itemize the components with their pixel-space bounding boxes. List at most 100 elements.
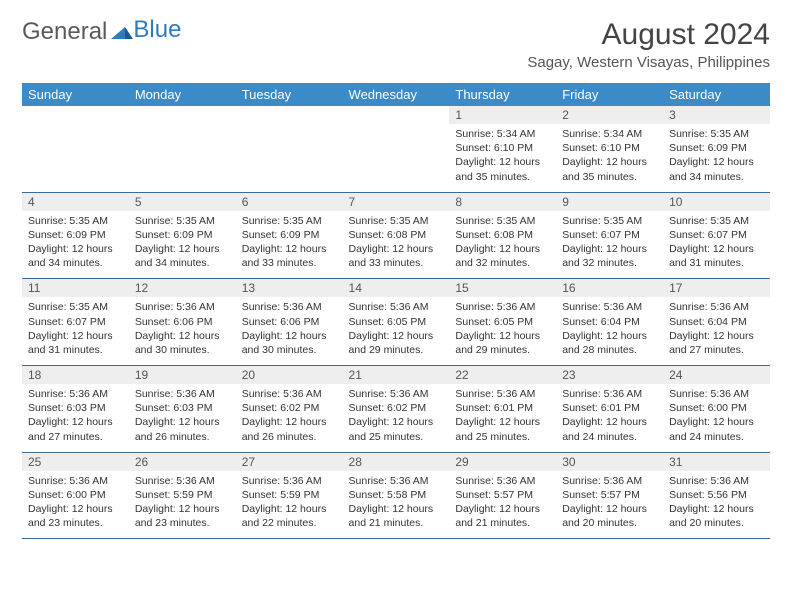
calendar-day-cell: 2Sunrise: 5:34 AMSunset: 6:10 PMDaylight… — [556, 106, 663, 192]
day-body: Sunrise: 5:36 AMSunset: 5:57 PMDaylight:… — [449, 471, 556, 539]
day-header: Monday — [129, 83, 236, 106]
day-number: 3 — [663, 106, 770, 124]
calendar-day-cell: 12Sunrise: 5:36 AMSunset: 6:06 PMDayligh… — [129, 279, 236, 366]
calendar-day-cell: 1Sunrise: 5:34 AMSunset: 6:10 PMDaylight… — [449, 106, 556, 192]
logo-text-1: General — [22, 18, 107, 46]
day-body: Sunrise: 5:35 AMSunset: 6:07 PMDaylight:… — [556, 211, 663, 279]
day-number: 13 — [236, 279, 343, 297]
day-body: Sunrise: 5:36 AMSunset: 6:01 PMDaylight:… — [449, 384, 556, 452]
day-body: Sunrise: 5:36 AMSunset: 6:03 PMDaylight:… — [129, 384, 236, 452]
calendar-day-cell: 18Sunrise: 5:36 AMSunset: 6:03 PMDayligh… — [22, 366, 129, 453]
calendar-day-cell: 16Sunrise: 5:36 AMSunset: 6:04 PMDayligh… — [556, 279, 663, 366]
calendar-day-cell: 26Sunrise: 5:36 AMSunset: 5:59 PMDayligh… — [129, 452, 236, 539]
day-number: 29 — [449, 453, 556, 471]
day-body: Sunrise: 5:36 AMSunset: 6:00 PMDaylight:… — [22, 471, 129, 539]
day-number: 2 — [556, 106, 663, 124]
day-number: 14 — [343, 279, 450, 297]
calendar-day-cell: 23Sunrise: 5:36 AMSunset: 6:01 PMDayligh… — [556, 366, 663, 453]
day-header: Wednesday — [343, 83, 450, 106]
calendar-week-row: ........1Sunrise: 5:34 AMSunset: 6:10 PM… — [22, 106, 770, 192]
calendar-day-cell: 20Sunrise: 5:36 AMSunset: 6:02 PMDayligh… — [236, 366, 343, 453]
day-number: 7 — [343, 193, 450, 211]
day-number: 15 — [449, 279, 556, 297]
calendar-day-cell: 9Sunrise: 5:35 AMSunset: 6:07 PMDaylight… — [556, 192, 663, 279]
calendar-day-cell: 8Sunrise: 5:35 AMSunset: 6:08 PMDaylight… — [449, 192, 556, 279]
header: General Blue August 2024 Sagay, Western … — [22, 18, 770, 71]
logo-text-2: Blue — [133, 16, 181, 44]
day-number: 9 — [556, 193, 663, 211]
day-body: Sunrise: 5:36 AMSunset: 6:02 PMDaylight:… — [236, 384, 343, 452]
calendar-day-cell: 21Sunrise: 5:36 AMSunset: 6:02 PMDayligh… — [343, 366, 450, 453]
calendar-day-cell: 13Sunrise: 5:36 AMSunset: 6:06 PMDayligh… — [236, 279, 343, 366]
day-number: 6 — [236, 193, 343, 211]
day-body: Sunrise: 5:34 AMSunset: 6:10 PMDaylight:… — [449, 124, 556, 192]
calendar-day-cell: 15Sunrise: 5:36 AMSunset: 6:05 PMDayligh… — [449, 279, 556, 366]
day-number: 28 — [343, 453, 450, 471]
day-number: 27 — [236, 453, 343, 471]
day-number: 24 — [663, 366, 770, 384]
day-body: Sunrise: 5:35 AMSunset: 6:09 PMDaylight:… — [129, 211, 236, 279]
day-number: 22 — [449, 366, 556, 384]
logo-mark-icon — [111, 18, 133, 46]
calendar-day-cell: 5Sunrise: 5:35 AMSunset: 6:09 PMDaylight… — [129, 192, 236, 279]
calendar-day-cell: 19Sunrise: 5:36 AMSunset: 6:03 PMDayligh… — [129, 366, 236, 453]
calendar-day-cell: 27Sunrise: 5:36 AMSunset: 5:59 PMDayligh… — [236, 452, 343, 539]
day-header: Tuesday — [236, 83, 343, 106]
day-header: Saturday — [663, 83, 770, 106]
day-body: Sunrise: 5:36 AMSunset: 5:59 PMDaylight:… — [236, 471, 343, 539]
day-body: Sunrise: 5:36 AMSunset: 5:59 PMDaylight:… — [129, 471, 236, 539]
title-block: August 2024 Sagay, Western Visayas, Phil… — [527, 18, 770, 71]
day-body: Sunrise: 5:36 AMSunset: 6:02 PMDaylight:… — [343, 384, 450, 452]
calendar-week-row: 4Sunrise: 5:35 AMSunset: 6:09 PMDaylight… — [22, 192, 770, 279]
day-body: Sunrise: 5:35 AMSunset: 6:09 PMDaylight:… — [663, 124, 770, 192]
day-header-row: SundayMondayTuesdayWednesdayThursdayFrid… — [22, 83, 770, 106]
calendar-week-row: 18Sunrise: 5:36 AMSunset: 6:03 PMDayligh… — [22, 366, 770, 453]
day-body: Sunrise: 5:35 AMSunset: 6:08 PMDaylight:… — [449, 211, 556, 279]
calendar-day-cell: 31Sunrise: 5:36 AMSunset: 5:56 PMDayligh… — [663, 452, 770, 539]
calendar-day-cell: 7Sunrise: 5:35 AMSunset: 6:08 PMDaylight… — [343, 192, 450, 279]
day-header: Sunday — [22, 83, 129, 106]
day-number: 20 — [236, 366, 343, 384]
day-body: Sunrise: 5:36 AMSunset: 5:57 PMDaylight:… — [556, 471, 663, 539]
calendar-day-cell: .. — [236, 106, 343, 192]
day-body: Sunrise: 5:36 AMSunset: 6:06 PMDaylight:… — [236, 297, 343, 365]
calendar-day-cell: 25Sunrise: 5:36 AMSunset: 6:00 PMDayligh… — [22, 452, 129, 539]
day-number: 26 — [129, 453, 236, 471]
day-number: 17 — [663, 279, 770, 297]
day-body: Sunrise: 5:36 AMSunset: 6:00 PMDaylight:… — [663, 384, 770, 452]
calendar-day-cell: 24Sunrise: 5:36 AMSunset: 6:00 PMDayligh… — [663, 366, 770, 453]
logo: General Blue — [22, 18, 181, 46]
day-number: 10 — [663, 193, 770, 211]
day-number: 12 — [129, 279, 236, 297]
day-number: 1 — [449, 106, 556, 124]
day-number: 21 — [343, 366, 450, 384]
calendar-week-row: 11Sunrise: 5:35 AMSunset: 6:07 PMDayligh… — [22, 279, 770, 366]
calendar-day-cell: 22Sunrise: 5:36 AMSunset: 6:01 PMDayligh… — [449, 366, 556, 453]
day-number: 23 — [556, 366, 663, 384]
day-body: Sunrise: 5:35 AMSunset: 6:09 PMDaylight:… — [236, 211, 343, 279]
day-body: Sunrise: 5:36 AMSunset: 6:05 PMDaylight:… — [449, 297, 556, 365]
month-title: August 2024 — [527, 18, 770, 52]
day-number: 19 — [129, 366, 236, 384]
calendar-day-cell: .. — [129, 106, 236, 192]
day-body: Sunrise: 5:35 AMSunset: 6:09 PMDaylight:… — [22, 211, 129, 279]
day-number: 25 — [22, 453, 129, 471]
day-body: Sunrise: 5:35 AMSunset: 6:07 PMDaylight:… — [663, 211, 770, 279]
day-number: 16 — [556, 279, 663, 297]
calendar-day-cell: 29Sunrise: 5:36 AMSunset: 5:57 PMDayligh… — [449, 452, 556, 539]
day-number: 11 — [22, 279, 129, 297]
day-body: Sunrise: 5:36 AMSunset: 6:04 PMDaylight:… — [663, 297, 770, 365]
day-number: 8 — [449, 193, 556, 211]
calendar-table: SundayMondayTuesdayWednesdayThursdayFrid… — [22, 83, 770, 539]
day-header: Friday — [556, 83, 663, 106]
calendar-day-cell: 28Sunrise: 5:36 AMSunset: 5:58 PMDayligh… — [343, 452, 450, 539]
calendar-day-cell: 3Sunrise: 5:35 AMSunset: 6:09 PMDaylight… — [663, 106, 770, 192]
location: Sagay, Western Visayas, Philippines — [527, 54, 770, 71]
day-body: Sunrise: 5:34 AMSunset: 6:10 PMDaylight:… — [556, 124, 663, 192]
calendar-day-cell: 30Sunrise: 5:36 AMSunset: 5:57 PMDayligh… — [556, 452, 663, 539]
calendar-day-cell: 4Sunrise: 5:35 AMSunset: 6:09 PMDaylight… — [22, 192, 129, 279]
day-number: 5 — [129, 193, 236, 211]
day-body: Sunrise: 5:36 AMSunset: 6:06 PMDaylight:… — [129, 297, 236, 365]
day-header: Thursday — [449, 83, 556, 106]
calendar-day-cell: .. — [22, 106, 129, 192]
